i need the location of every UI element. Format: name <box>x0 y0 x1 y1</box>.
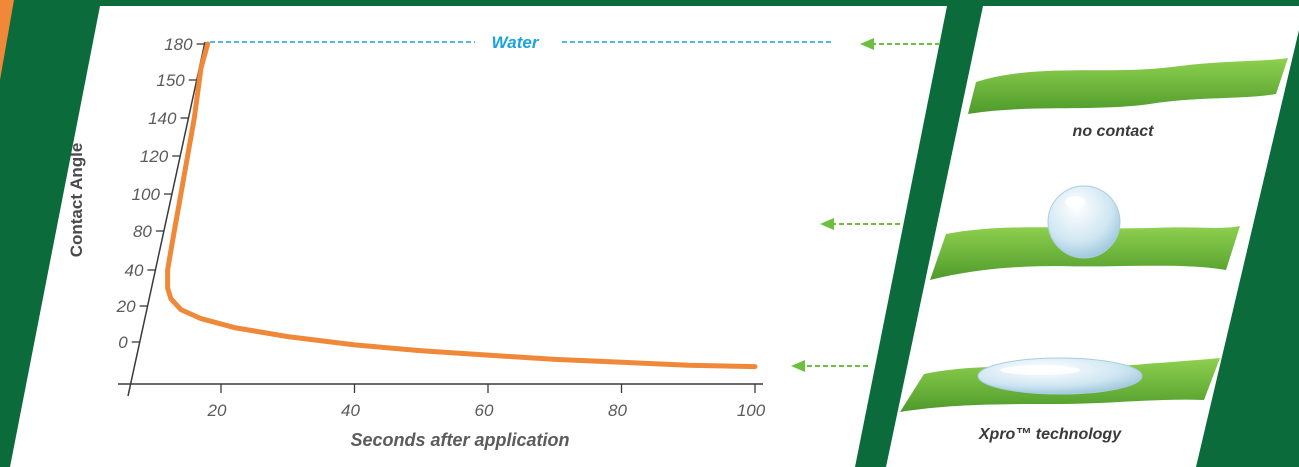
arrow-bottom <box>791 360 868 372</box>
y-axis-title: Contact Angle <box>67 143 86 258</box>
water-droplet-icon <box>930 185 1240 280</box>
y-tick-label: 150 <box>156 71 185 90</box>
water-label: Water <box>492 33 540 52</box>
arrow-middle <box>820 218 900 230</box>
y-tick-label: 20 <box>116 297 136 316</box>
y-tick-label: 140 <box>148 109 177 128</box>
y-tick-label: 100 <box>132 185 161 204</box>
x-tick-label: 100 <box>737 401 766 420</box>
y-tick-label: 40 <box>124 261 143 280</box>
caption-no-contact: no contact <box>1073 123 1155 140</box>
caption-xpro-technology: Xpro™ technology <box>978 426 1122 443</box>
x-tick-label: 40 <box>341 401 360 420</box>
x-tick-label: 20 <box>207 401 227 420</box>
orange-accent-strip <box>0 0 14 80</box>
x-tick-label: 80 <box>608 401 627 420</box>
y-tick-label: 120 <box>140 147 169 166</box>
arrow-top <box>860 38 940 50</box>
flat-droplet-icon <box>900 357 1220 412</box>
x-axis-title: Seconds after application <box>350 430 569 450</box>
y-tick-label: 0 <box>118 333 128 352</box>
contact-angle-series-line <box>165 41 758 370</box>
y-tick-label: 80 <box>133 222 152 241</box>
leaf-icon <box>968 58 1288 114</box>
y-axis <box>127 41 206 397</box>
y-tick-label: 180 <box>164 35 193 54</box>
x-tick-label: 60 <box>475 401 494 420</box>
